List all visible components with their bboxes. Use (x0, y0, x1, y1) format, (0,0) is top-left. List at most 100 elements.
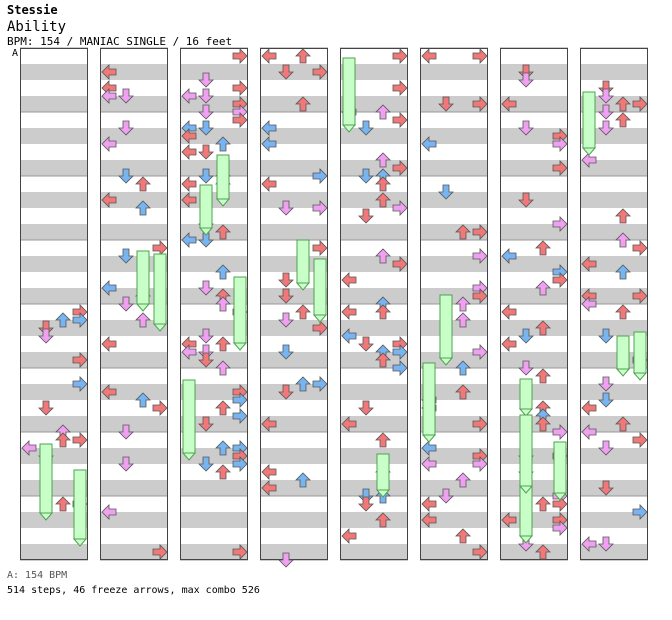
step-arrow-left (101, 136, 117, 152)
step-arrow-up (375, 192, 391, 208)
step-arrow-down (598, 88, 614, 104)
beat-band (580, 544, 648, 560)
beat-band (340, 160, 408, 176)
beat-band (340, 448, 408, 464)
step-arrow-right (632, 288, 648, 304)
freeze-arrow-tail (295, 282, 311, 291)
step-arrow-right (472, 96, 488, 112)
beat-band (260, 256, 328, 272)
step-arrow-right (392, 160, 408, 176)
freeze-arrow-body (199, 184, 213, 229)
beat-band (500, 320, 568, 336)
freeze-arrow-body (519, 414, 533, 487)
step-arrow-up (615, 112, 631, 128)
step-arrow-right (472, 48, 488, 64)
beat-band (420, 384, 488, 400)
step-arrow-down (598, 328, 614, 344)
step-arrow-up (615, 416, 631, 432)
step-arrow-right (392, 48, 408, 64)
beat-band (100, 320, 168, 336)
step-arrow-left (341, 328, 357, 344)
step-arrow-left (501, 304, 517, 320)
bpm-marker: A (12, 48, 19, 59)
beat-band (260, 544, 328, 560)
step-arrow-up (215, 360, 231, 376)
beat-band (100, 512, 168, 528)
step-arrow-right (392, 80, 408, 96)
step-arrow-right (72, 376, 88, 392)
step-arrow-up (215, 464, 231, 480)
beat-band (500, 128, 568, 144)
freeze-arrow-body (439, 294, 453, 359)
step-arrow-right (152, 400, 168, 416)
beat-band (500, 544, 568, 560)
freeze-arrow-tail (421, 434, 437, 443)
step-arrow-down (518, 192, 534, 208)
beat-band (260, 320, 328, 336)
beat-band (500, 384, 568, 400)
step-arrow-left (261, 136, 277, 152)
beat-band (420, 64, 488, 80)
step-arrow-right (232, 456, 248, 472)
step-arrow-down (278, 272, 294, 288)
beat-band (20, 352, 88, 368)
beat-band (100, 352, 168, 368)
freeze-arrow-tail (375, 489, 391, 498)
step-arrow-right (392, 360, 408, 376)
beat-band (20, 64, 88, 80)
step-arrow-down (518, 72, 534, 88)
step-arrow-right (392, 344, 408, 360)
beat-band (180, 448, 248, 464)
step-arrow-down (438, 184, 454, 200)
beat-band (340, 512, 408, 528)
step-arrow-down (358, 400, 374, 416)
step-arrow-right (552, 136, 568, 152)
step-arrow-right (632, 504, 648, 520)
step-arrow-down (278, 552, 294, 568)
beat-band (420, 128, 488, 144)
freeze-arrow-tail (198, 227, 214, 236)
step-arrow-left (421, 456, 437, 472)
freeze-arrow-body (153, 253, 167, 325)
step-arrow-left (501, 248, 517, 264)
step-arrow-down (598, 104, 614, 120)
beat-band (420, 224, 488, 240)
beat-band (260, 384, 328, 400)
step-arrow-up (455, 384, 471, 400)
step-arrow-right (472, 416, 488, 432)
step-arrow-down (438, 96, 454, 112)
beat-band (260, 160, 328, 176)
beat-band (580, 64, 648, 80)
step-arrow-up (375, 104, 391, 120)
step-arrow-left (101, 88, 117, 104)
step-arrow-up (215, 296, 231, 312)
step-arrow-down (278, 64, 294, 80)
step-arrow-right (632, 432, 648, 448)
step-arrow-left (421, 48, 437, 64)
step-arrow-down (198, 456, 214, 472)
beat-band (20, 544, 88, 560)
step-arrow-down (38, 400, 54, 416)
beat-band (420, 256, 488, 272)
beat-band (340, 544, 408, 560)
beat-band (580, 320, 648, 336)
beat-band (340, 96, 408, 112)
beat-band (340, 256, 408, 272)
step-arrow-up (535, 368, 551, 384)
step-arrow-left (341, 416, 357, 432)
step-arrow-right (392, 256, 408, 272)
beat-band (500, 96, 568, 112)
step-arrow-right (392, 200, 408, 216)
step-arrow-up (375, 512, 391, 528)
beat-band (580, 96, 648, 112)
beat-band (180, 384, 248, 400)
beat-band (340, 128, 408, 144)
step-arrow-up (375, 432, 391, 448)
step-arrow-right (312, 376, 328, 392)
step-arrow-up (135, 392, 151, 408)
step-arrow-left (581, 400, 597, 416)
step-arrow-down (598, 392, 614, 408)
step-arrow-left (101, 64, 117, 80)
chart-column-border (180, 48, 248, 560)
beat-band (340, 352, 408, 368)
